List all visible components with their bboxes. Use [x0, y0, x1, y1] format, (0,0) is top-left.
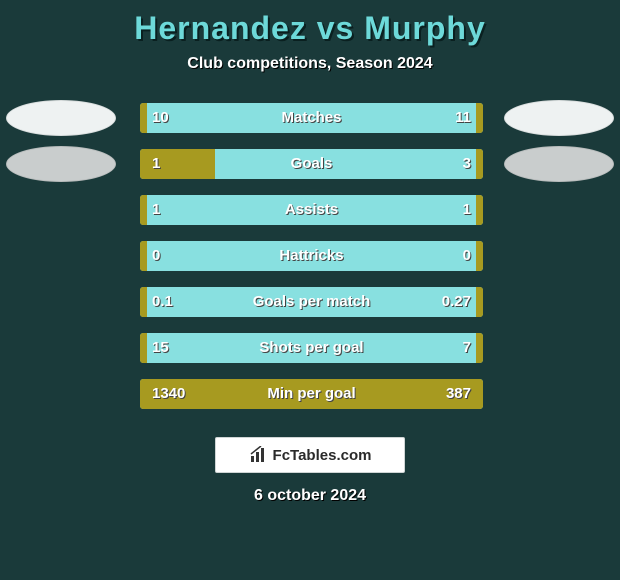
bar-fill-right — [476, 149, 483, 179]
stat-label: Hattricks — [140, 241, 483, 271]
stat-label: Shots per goal — [140, 333, 483, 363]
stat-bar: Assists1 1 — [140, 195, 483, 225]
stat-value-right: 1 — [463, 195, 471, 225]
stat-value-right: 11 — [455, 103, 471, 133]
stat-bar: Goals13 — [140, 149, 483, 179]
stat-value-left: 0.1 — [152, 287, 173, 317]
bar-fill-right — [408, 379, 483, 409]
team-logo-right — [504, 100, 614, 136]
stat-bar: Matches10 11 — [140, 103, 483, 133]
stat-row: Assists1 1 — [0, 195, 620, 225]
bar-fill-left — [140, 149, 215, 179]
stat-bar: Goals per match0.1 0.27 — [140, 287, 483, 317]
stat-row: Shots per goal15 7 — [0, 333, 620, 363]
team-logo-left — [6, 100, 116, 136]
stat-bar: Shots per goal15 7 — [140, 333, 483, 363]
stat-value-left: 1 — [152, 195, 160, 225]
bar-fill-left — [140, 379, 408, 409]
bar-fill-left — [140, 195, 147, 225]
brand-badge[interactable]: FcTables.com — [215, 437, 405, 473]
bar-fill-right — [476, 103, 483, 133]
stat-row: Matches10 11 — [0, 103, 620, 133]
bar-fill-right — [476, 195, 483, 225]
stat-value-left: 10 — [152, 103, 169, 133]
team-logo-left — [6, 146, 116, 182]
stats-rows: Matches1011Goals13Assists11Hattricks00Go… — [0, 103, 620, 409]
team-logo-right — [504, 146, 614, 182]
bar-fill-left — [140, 103, 147, 133]
stat-bar: Hattricks0 0 — [140, 241, 483, 271]
stat-row: Hattricks0 0 — [0, 241, 620, 271]
stat-label: Goals per match — [140, 287, 483, 317]
stat-row: Goals per match0.1 0.27 — [0, 287, 620, 317]
bar-fill-left — [140, 241, 147, 271]
comparison-card: Hernandez vs Murphy Club competitions, S… — [0, 0, 620, 580]
stat-bar: Min per goal1340387 — [140, 379, 483, 409]
stat-value-right: 3 — [463, 149, 471, 179]
stat-value-left: 0 — [152, 241, 160, 271]
subtitle: Club competitions, Season 2024 — [0, 55, 620, 73]
stat-value-right: 0 — [463, 241, 471, 271]
stat-label: Assists — [140, 195, 483, 225]
bar-fill-left — [140, 287, 147, 317]
footer-date: 6 october 2024 — [0, 487, 620, 505]
stat-row: Goals13 — [0, 149, 620, 179]
page-title: Hernandez vs Murphy — [0, 10, 620, 47]
brand-icon — [249, 446, 267, 464]
stat-value-right: 7 — [463, 333, 471, 363]
stat-row: Min per goal1340387 — [0, 379, 620, 409]
bar-fill-right — [476, 333, 483, 363]
bar-fill-left — [140, 333, 147, 363]
stat-value-right: 0.27 — [442, 287, 471, 317]
brand-text: FcTables.com — [273, 447, 372, 464]
bar-fill-right — [476, 241, 483, 271]
stat-label: Matches — [140, 103, 483, 133]
bar-fill-right — [476, 287, 483, 317]
stat-value-left: 15 — [152, 333, 169, 363]
